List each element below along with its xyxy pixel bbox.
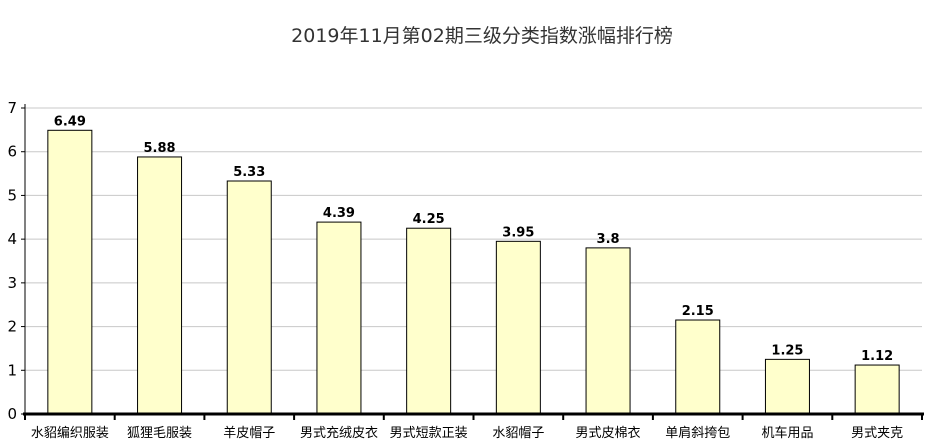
bar	[495, 240, 541, 415]
data-label: 6.49	[54, 114, 86, 129]
x-tick-label: 男式皮棉衣	[576, 425, 641, 441]
bar	[854, 364, 900, 415]
bar	[675, 319, 721, 415]
x-tick-labels: 水貂编织服装 狐狸毛服装 羊皮帽子 男式充绒皮衣 男式短款正装 水貂帽子 男式皮棉衣 单肩斜挎…	[31, 425, 903, 441]
data-label: 4.25	[413, 212, 445, 227]
bar	[47, 129, 93, 415]
data-label: 5.33	[233, 165, 265, 180]
x-tick-label: 狐狸毛服装	[127, 426, 192, 441]
y-tick-label: 4	[7, 230, 17, 248]
x-tick-label: 水貂帽子	[492, 425, 544, 441]
bar	[137, 156, 183, 415]
data-label: 3.95	[502, 225, 534, 240]
data-label: 3.8	[597, 232, 620, 247]
data-label: 4.39	[323, 206, 355, 221]
chart-title: 2019年11月第02期三级分类指数涨幅排行榜	[291, 25, 673, 47]
data-label: 5.88	[144, 141, 176, 156]
y-tick-label: 7	[7, 99, 17, 117]
data-labels: 6.49 5.88 5.33 4.39 4.25 3.95 3.8 2.15 1.25 1.12	[54, 114, 893, 364]
x-tick-label: 羊皮帽子	[223, 425, 275, 441]
x-tick-label: 男式短款正装	[390, 426, 468, 441]
axes	[21, 104, 924, 420]
y-tick-label: 2	[7, 318, 17, 336]
x-tick-label: 水貂编织服装	[31, 426, 109, 441]
y-tick-label: 6	[7, 143, 17, 161]
y-tick-label: 3	[7, 274, 17, 292]
y-tick-label: 5	[7, 186, 17, 204]
data-label: 1.25	[771, 343, 803, 358]
y-tick-labels: 0 1 2 3 4 5 6 7	[7, 99, 17, 423]
bar	[406, 227, 452, 415]
x-tick-label: 男式夹克	[851, 426, 903, 441]
bars	[47, 129, 900, 415]
bar	[764, 358, 810, 415]
bar	[226, 180, 272, 415]
x-tick-label: 机车用品	[761, 425, 813, 441]
bar	[585, 247, 631, 415]
x-tick-label: 单肩斜挎包	[665, 425, 730, 441]
y-tick-label: 1	[7, 361, 17, 379]
y-tick-label: 0	[7, 405, 17, 423]
data-label: 2.15	[682, 304, 714, 319]
bar	[316, 221, 362, 415]
x-tick-label: 男式充绒皮衣	[300, 425, 378, 441]
data-label: 1.12	[861, 349, 893, 364]
